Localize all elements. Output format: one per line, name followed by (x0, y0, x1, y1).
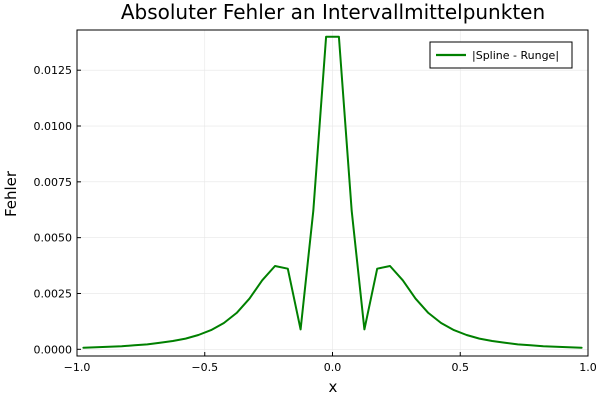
y-tick-label: 0.0050 (34, 232, 73, 245)
y-tick-label: 0.0025 (34, 287, 73, 300)
grid (76, 30, 589, 356)
axis-ticks: −1.0 −0.5 0.0 0.5 1.0 0.0000 0.0025 0.0050 0.007… (34, 64, 597, 374)
series-line (82, 35, 583, 349)
x-axis-title: x (329, 378, 338, 396)
y-tick-label: 0.0075 (34, 176, 73, 189)
y-tick-label: 0.0100 (34, 120, 73, 133)
series-layer (82, 35, 583, 349)
x-tick-label: 0.0 (324, 361, 342, 374)
x-tick-label: 0.5 (452, 361, 470, 374)
legend-label: |Spline - Runge| (472, 49, 559, 62)
chart-title: Absoluter Fehler an Intervallmittelpunkt… (121, 0, 545, 24)
legend: |Spline - Runge| (429, 41, 573, 69)
y-tick-label: 0.0000 (34, 343, 73, 356)
y-tick-label: 0.0125 (34, 64, 73, 77)
x-tick-label: −0.5 (191, 361, 218, 374)
y-axis-title: Fehler (2, 170, 20, 217)
x-tick-label: 1.0 (579, 361, 597, 374)
x-tick-label: −1.0 (64, 361, 91, 374)
